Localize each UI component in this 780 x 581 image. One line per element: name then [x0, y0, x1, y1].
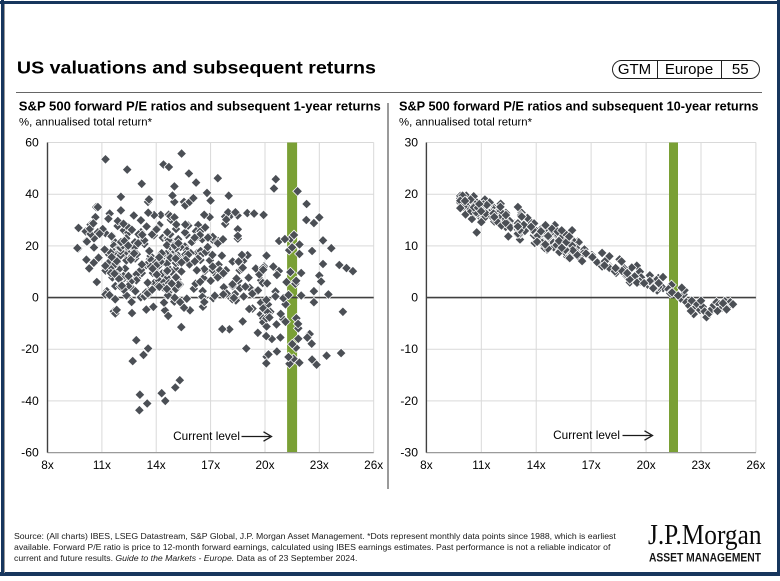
svg-text:17x: 17x: [582, 458, 601, 472]
svg-text:11x: 11x: [472, 458, 490, 472]
svg-text:60: 60: [25, 136, 39, 150]
svg-text:S&P 500 forward P/E ratios and: S&P 500 forward P/E ratios and subsequen…: [399, 99, 759, 114]
svg-text:-20: -20: [400, 394, 418, 408]
svg-text:10: 10: [404, 239, 418, 253]
svg-text:S&P 500 forward P/E ratios and: S&P 500 forward P/E ratios and subsequen…: [19, 99, 381, 114]
svg-text:0: 0: [32, 291, 39, 305]
svg-text:26x: 26x: [746, 458, 765, 472]
svg-text:ASSET MANAGEMENT: ASSET MANAGEMENT: [649, 550, 761, 564]
svg-text:20: 20: [404, 187, 418, 201]
svg-text:%, annualised total return*: %, annualised total return*: [19, 117, 153, 129]
svg-text:-20: -20: [21, 342, 39, 356]
svg-text:Current level: Current level: [553, 428, 620, 442]
svg-text:Current level: Current level: [173, 429, 240, 443]
svg-text:-40: -40: [21, 394, 39, 408]
svg-text:20: 20: [25, 239, 39, 253]
svg-text:40: 40: [25, 187, 39, 201]
svg-text:17x: 17x: [201, 458, 220, 472]
svg-text:J.P.Morgan: J.P.Morgan: [648, 519, 762, 551]
svg-text:-60: -60: [21, 446, 39, 460]
svg-text:30: 30: [404, 136, 418, 150]
svg-text:-10: -10: [400, 342, 418, 356]
svg-text:8x: 8x: [41, 458, 54, 472]
svg-text:0: 0: [411, 291, 418, 305]
svg-text:26x: 26x: [364, 458, 383, 472]
svg-text:20x: 20x: [637, 458, 656, 472]
svg-text:23x: 23x: [310, 458, 329, 472]
svg-text:14x: 14x: [527, 458, 546, 472]
svg-text:20x: 20x: [255, 458, 274, 472]
svg-text:-30: -30: [400, 446, 418, 460]
svg-text:%, annualised total return*: %, annualised total return*: [399, 117, 533, 129]
svg-text:11x: 11x: [93, 458, 111, 472]
svg-text:8x: 8x: [420, 458, 433, 472]
svg-text:US valuations and subsequent r: US valuations and subsequent returns: [17, 58, 376, 78]
svg-text:23x: 23x: [691, 458, 710, 472]
svg-text:14x: 14x: [147, 458, 166, 472]
